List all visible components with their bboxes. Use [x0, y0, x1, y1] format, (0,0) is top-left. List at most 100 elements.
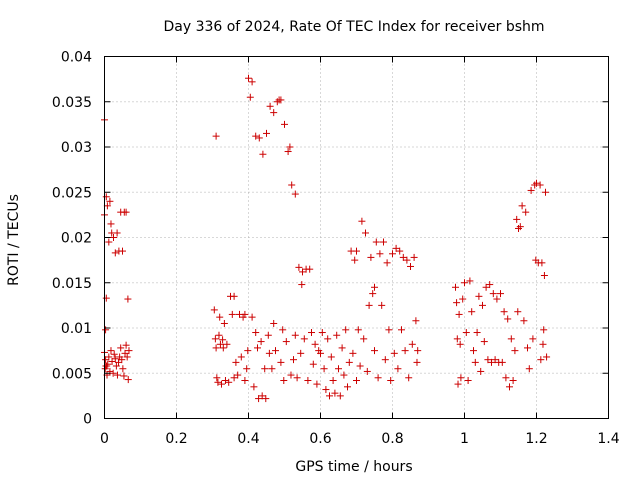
data-point [212, 132, 220, 140]
data-point [454, 380, 462, 388]
data-point [509, 376, 517, 384]
data-point [327, 353, 335, 361]
data-point [122, 208, 130, 216]
data-point [507, 335, 515, 343]
data-point [480, 338, 488, 346]
data-point [353, 247, 360, 255]
data-point [374, 374, 382, 382]
data-point [111, 249, 119, 257]
data-point [261, 365, 269, 373]
data-point [320, 365, 328, 373]
data-point [336, 392, 344, 400]
data-point [497, 290, 504, 298]
data-point [358, 217, 366, 225]
data-point [281, 120, 288, 128]
data-point [405, 374, 413, 382]
data-point [524, 344, 531, 352]
y-tick-label: 0.01 [61, 321, 92, 337]
data-point [232, 358, 240, 366]
data-point [266, 102, 274, 110]
y-tick-label: 0.04 [61, 50, 92, 66]
data-point [306, 265, 314, 273]
data-point [371, 283, 378, 291]
data-point [489, 290, 497, 298]
data-point [272, 347, 279, 355]
data-point [329, 376, 337, 384]
data-point [102, 362, 110, 370]
data-point [221, 376, 229, 384]
data-point [241, 310, 249, 318]
data-point [286, 143, 294, 151]
data-point [331, 389, 339, 397]
data-point [103, 202, 111, 210]
data-point [351, 256, 359, 264]
data-point [122, 341, 130, 349]
data-point [498, 358, 506, 366]
data-point [360, 335, 368, 343]
data-point [119, 247, 126, 255]
data-point [212, 344, 220, 352]
data-point [123, 353, 131, 361]
data-point [390, 349, 398, 357]
chart-title: Day 336 of 2024, Rate Of TEC Index for r… [163, 19, 544, 35]
data-point [536, 181, 544, 189]
y-tick-labels: 0 0.005 0.01 0.015 0.02 0.025 0.03 0.035 0.04 [52, 50, 92, 428]
data-point [110, 350, 118, 358]
data-point [522, 208, 530, 216]
y-tick-label: 0.005 [52, 366, 92, 382]
data-point [540, 272, 548, 280]
data-point [344, 383, 351, 391]
data-point [112, 362, 120, 370]
data-point [214, 378, 222, 386]
data-point [270, 319, 278, 327]
data-point [538, 259, 546, 267]
data-point [255, 134, 263, 142]
data-point [394, 365, 402, 373]
data-point [244, 347, 252, 355]
data-point [291, 331, 299, 339]
data-point [453, 299, 461, 307]
data-point [118, 356, 126, 364]
data-point [270, 109, 278, 117]
data-point [457, 374, 465, 382]
data-point [298, 281, 306, 289]
data-point [455, 310, 463, 318]
data-point [105, 238, 113, 246]
data-point [365, 301, 373, 309]
data-point [401, 347, 409, 355]
x-tick-label: 0.4 [237, 431, 259, 447]
x-axis-label: GPS time / hours [295, 459, 412, 475]
data-point [299, 268, 306, 276]
data-point [259, 150, 267, 158]
data-point [484, 356, 492, 364]
data-point [403, 256, 411, 264]
data-point [119, 365, 127, 373]
data-point [338, 344, 346, 352]
data-point [263, 129, 270, 137]
data-point [109, 369, 117, 377]
data-point [459, 295, 467, 303]
y-tick-label: 0.02 [61, 231, 92, 247]
data-point [124, 376, 132, 384]
data-point [219, 336, 227, 344]
data-point [291, 190, 299, 198]
y-tick-label: 0 [83, 412, 92, 428]
data-point [354, 326, 362, 334]
data-point [486, 281, 494, 289]
data-point [216, 313, 224, 321]
data-point [125, 347, 133, 355]
data-point [309, 360, 317, 368]
data-point [520, 317, 528, 325]
data-point [257, 338, 265, 346]
x-tick-label: 1.2 [525, 431, 547, 447]
data-point [381, 356, 389, 364]
data-point [225, 378, 233, 386]
data-point [308, 329, 315, 337]
data-point [387, 376, 395, 384]
data-point [223, 340, 231, 348]
data-point [290, 356, 297, 364]
data-point [255, 395, 263, 403]
data-point [124, 295, 132, 303]
data-point [313, 380, 321, 388]
